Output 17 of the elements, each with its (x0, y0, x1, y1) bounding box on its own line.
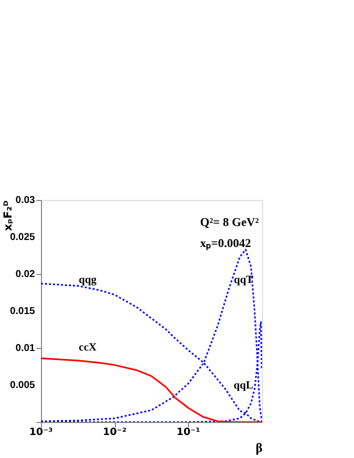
y-tick-label: 0.01 (16, 343, 36, 354)
y-tick-label: 0.02 (16, 269, 36, 280)
annotation: Q²= 8 GeV² (200, 215, 260, 229)
y-tick-label: 0.015 (10, 306, 36, 317)
y-axis-title: xₚF₂ᴰ (2, 200, 14, 231)
x-axis-title: β (256, 440, 263, 455)
y-tick-label: 0.025 (10, 232, 36, 243)
series-label: qqg (78, 274, 98, 286)
x-tick-label: 10⁻³ (29, 427, 53, 438)
x-tick-label: 10⁻² (102, 427, 126, 438)
x-tick-label: 10⁻¹ (176, 427, 200, 438)
series-label: ccX (78, 342, 97, 354)
y-tick-label: 0.005 (10, 380, 36, 391)
series-label: qqL (234, 380, 254, 392)
y-tick-label: 0.03 (16, 195, 36, 206)
series-label: qqT (234, 274, 254, 286)
annotation: xₚ=0.0042 (200, 236, 251, 251)
